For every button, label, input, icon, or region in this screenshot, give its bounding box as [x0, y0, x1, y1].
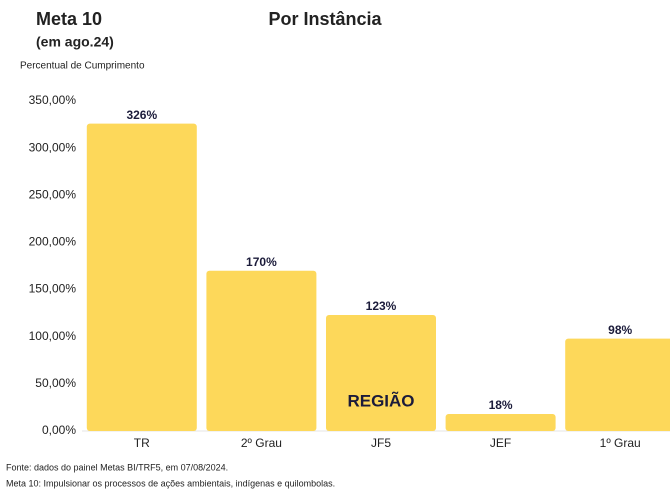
y-tick-label: 0,00%: [42, 423, 76, 437]
x-tick-label: TR: [134, 436, 150, 450]
y-tick-label: 50,00%: [35, 376, 76, 390]
value-label: 98%: [608, 323, 632, 337]
footnote: Meta 10: Impulsionar os processos de açõ…: [6, 478, 335, 488]
annotation: REGIÃO: [347, 390, 414, 410]
chart-title: Por Instância: [268, 9, 382, 29]
bar: [86, 123, 197, 431]
bar: [565, 338, 670, 431]
x-tick-label: JEF: [490, 436, 511, 450]
value-label: 18%: [489, 398, 513, 412]
value-label: 170%: [246, 255, 277, 269]
x-tick-label: JF5: [371, 436, 391, 450]
footnote: Fonte: dados do painel Metas BI/TRF5, em…: [6, 462, 228, 472]
value-label: 326%: [126, 108, 157, 122]
x-tick-label: 1º Grau: [600, 436, 641, 450]
bar: [206, 270, 317, 431]
y-tick-label: 300,00%: [29, 140, 77, 154]
y-tick-label: 100,00%: [29, 329, 77, 343]
y-axis-label: Percentual de Cumprimento: [20, 61, 145, 72]
x-tick-label: 2º Grau: [241, 436, 282, 450]
y-tick-label: 150,00%: [29, 282, 77, 296]
y-tick-label: 250,00%: [29, 187, 77, 201]
y-tick-label: 200,00%: [29, 235, 77, 249]
value-label: 123%: [366, 299, 397, 313]
heading: Meta 10: [36, 9, 102, 29]
y-tick-label: 350,00%: [29, 93, 77, 107]
bar: [326, 315, 436, 431]
subheading: (em ago.24): [36, 34, 114, 50]
bar: [445, 414, 556, 431]
